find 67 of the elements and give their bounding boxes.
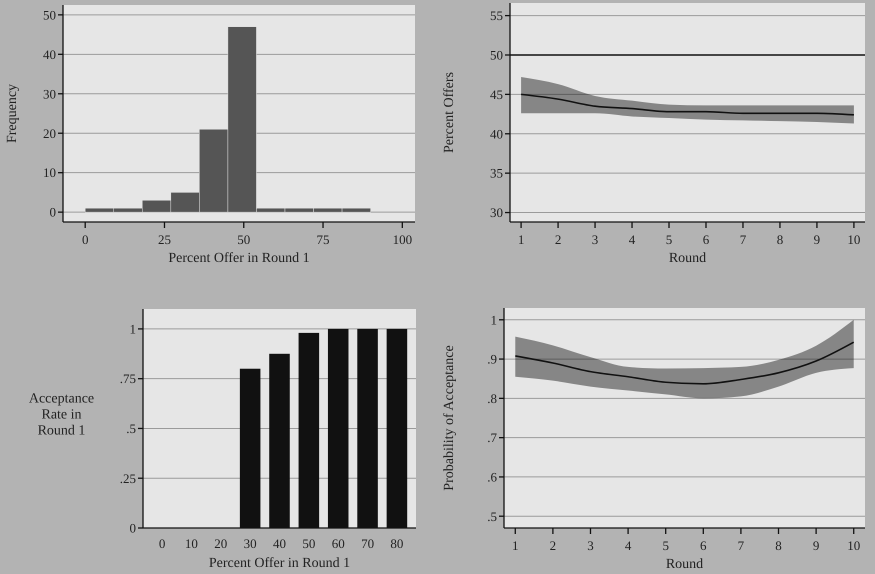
line-series [514,341,855,385]
x-tick-label: 6 [700,538,708,553]
x-tick-label: 8 [776,232,784,247]
x-tick-label: 0 [158,536,166,551]
y-tick-label: 50 [43,7,56,22]
x-tick-label: 50 [237,232,250,247]
y-tick-label: 40 [43,46,56,62]
y-tick-label: .75 [120,371,136,386]
x-tick-label: 70 [361,536,374,551]
x-tick-label: 3 [592,232,598,247]
y-axis-title: Acceptance Rate in Round 1 [28,392,94,438]
y-tick-label: 0 [50,204,56,220]
x-tick-label: 5 [666,232,672,247]
x-tick-label: 80 [390,536,404,551]
y-tick-label: .5 [126,421,136,436]
x-tick-label: 2 [550,538,556,553]
x-tick-label: 4 [624,538,632,553]
y-tick-label: 35 [490,166,503,181]
x-tick-label: 0 [82,232,88,247]
x-axis-title: Percent Offer in Round 1 [208,556,350,571]
x-tick-label: 6 [702,232,710,247]
y-tick-label: .25 [120,470,136,486]
y-axis-title: Percent Offers [442,72,457,153]
x-tick-label: 2 [554,232,562,247]
x-tick-label: 50 [302,536,316,551]
x-tick-label: 7 [738,538,745,553]
x-tick-label: 5 [662,538,669,553]
x-tick-label: 60 [332,536,345,551]
x-tick-label: 40 [273,536,286,551]
x-tick-label: 25 [158,232,171,247]
y-tick-label: 1 [130,321,136,336]
y-tick-label: 1 [490,312,497,328]
x-tick-label: 4 [628,232,636,247]
x-tick-label: 75 [316,232,330,247]
x-axis-title: Round [666,557,704,572]
y-tick-label: 20 [43,126,56,141]
y-axis-title: Probability of Acceptance [442,345,457,491]
x-tick-label: 3 [587,538,594,553]
x-tick-label: 100 [392,232,412,247]
x-tick-label: 7 [740,232,747,247]
y-tick-label: .8 [487,390,497,406]
y-tick-label: 40 [490,126,503,142]
y-tick-label: .9 [487,352,497,367]
x-tick-label: 1 [518,232,524,247]
y-tick-label: .7 [487,430,498,446]
y-tick-label: 50 [490,48,503,63]
y-tick-label: 0 [130,520,136,536]
y-tick-label: 30 [43,86,56,102]
y-tick-label: 45 [490,86,503,102]
y-tick-label: .6 [487,469,498,484]
y-tick-label: 30 [490,205,503,220]
y-tick-label: 55 [490,8,503,24]
x-tick-label: 9 [814,232,820,247]
y-tick-label: 10 [43,165,56,180]
y-tick-label: .5 [487,508,497,524]
x-tick-label: 10 [847,538,860,553]
x-axis-title: Percent Offer in Round 1 [168,251,310,266]
x-tick-label: 10 [184,536,198,551]
x-axis-title: Round [668,251,706,266]
y-axis-title: Frequency [5,84,20,144]
x-tick-label: 30 [244,536,257,551]
x-tick-label: 1 [512,538,519,553]
x-tick-label: 9 [812,538,820,553]
x-tick-label: 20 [214,536,228,551]
x-tick-label: 10 [847,232,860,247]
x-tick-label: 8 [775,538,782,553]
line-series [520,94,855,116]
